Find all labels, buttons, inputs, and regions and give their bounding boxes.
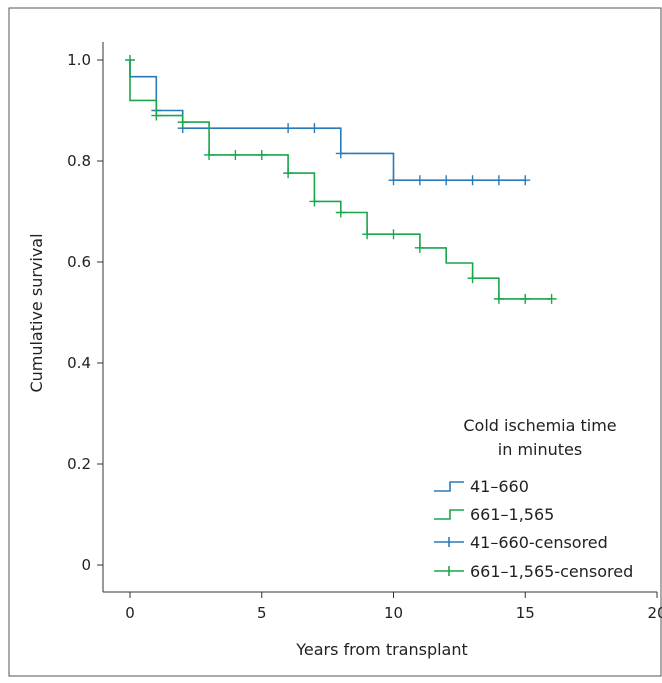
censor-mark xyxy=(520,293,531,304)
legend-step-swatch xyxy=(434,509,464,520)
legend-subtitle: in minutes xyxy=(498,440,582,459)
censor-mark xyxy=(204,149,215,160)
x-axis-label: Years from transplant xyxy=(295,640,468,659)
legend-entry-label: 661–1,565 xyxy=(470,505,554,524)
censor-mark xyxy=(414,175,425,186)
censor-mark xyxy=(414,242,425,253)
y-tick-label: 0.4 xyxy=(67,354,91,372)
y-tick-label: 0 xyxy=(81,556,91,574)
censor-mark xyxy=(467,175,478,186)
censor-mark xyxy=(493,293,504,304)
censor-mark xyxy=(520,175,531,186)
y-tick-label: 1.0 xyxy=(67,51,91,69)
censor-mark xyxy=(362,229,373,240)
legend-entry-label: 41–660 xyxy=(470,477,529,496)
x-tick-label: 20 xyxy=(647,604,662,622)
censor-mark xyxy=(230,149,241,160)
censor-mark xyxy=(309,123,320,134)
x-tick-label: 15 xyxy=(516,604,535,622)
censor-mark xyxy=(256,149,267,160)
censor-mark xyxy=(177,117,188,128)
censor-mark xyxy=(335,148,346,159)
y-tick-label: 0.8 xyxy=(67,152,91,170)
censor-mark xyxy=(151,110,162,121)
censor-mark xyxy=(467,273,478,284)
x-tick-label: 10 xyxy=(384,604,403,622)
censor-mark xyxy=(283,123,294,134)
legend-step-swatch xyxy=(434,481,464,492)
legend-title: Cold ischemia time xyxy=(463,416,616,435)
legend-entry-label: 661–1,565-censored xyxy=(470,562,633,581)
legend-entry-label: 41–660-censored xyxy=(470,533,608,552)
legend-censor-swatch xyxy=(434,537,464,547)
axes: 0 5 10 15 20 0 0.2 0.4 0.6 0.8 1.0 xyxy=(67,42,662,622)
x-tick-label: 0 xyxy=(125,604,135,622)
x-tick-label: 5 xyxy=(257,604,267,622)
censor-mark xyxy=(388,229,399,240)
y-tick-label: 0.2 xyxy=(67,455,91,473)
legend: Cold ischemia time in minutes 41–660 661–1,… xyxy=(434,416,633,581)
legend-censor-swatch xyxy=(434,566,464,576)
figure-border xyxy=(8,7,662,677)
censor-mark xyxy=(309,196,320,207)
series-layer xyxy=(125,55,557,304)
censor-mark xyxy=(125,55,135,65)
series-line-1 xyxy=(129,60,526,181)
censor-mark xyxy=(388,175,399,186)
censor-mark xyxy=(546,293,557,304)
censor-mark xyxy=(283,168,294,179)
series-line-2 xyxy=(129,60,552,300)
censor-mark xyxy=(335,207,346,218)
censor-mark xyxy=(493,175,504,186)
y-axis-label: Cumulative survival xyxy=(27,233,46,392)
censor-mark xyxy=(441,175,452,186)
y-tick-label: 0.6 xyxy=(67,253,91,271)
